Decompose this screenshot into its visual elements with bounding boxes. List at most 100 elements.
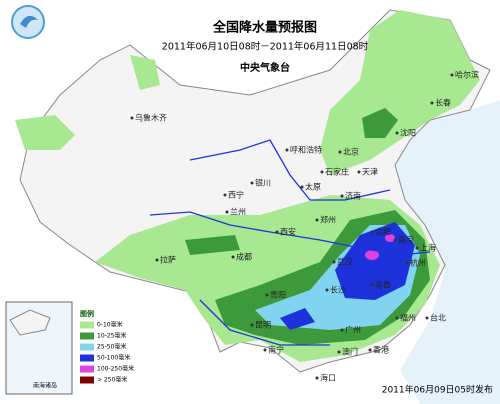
city-dot [415,246,419,250]
legend-swatch [80,321,94,329]
legend-swatch [80,343,94,351]
city-label: 贵阳 [270,290,286,300]
city-label: 天津 [362,167,378,177]
city-dot [300,185,304,189]
rain-area [362,108,398,138]
city-dot [368,348,372,352]
rain-area [185,235,240,255]
city-dot [395,131,399,135]
city-dot [250,181,254,185]
city-label: 长沙 [330,285,346,295]
city-label: 济南 [345,191,361,201]
city-dot [250,323,254,327]
legend-swatch [80,365,94,373]
city-dot [130,116,134,120]
inset-land [9,309,51,336]
city-label: 武汉 [337,257,353,267]
city-label: 银川 [255,178,271,188]
city-label: 台北 [430,313,446,323]
logo [11,5,45,39]
city-dot [337,350,341,354]
city-label: 石家庄 [325,167,349,177]
legend-swatch [80,332,94,340]
city-label: 广州 [345,325,361,335]
legend-label: > 250毫米 [97,376,127,384]
city-label: 西安 [280,227,296,237]
city-dot [225,210,229,214]
city-dot [320,170,324,174]
city-dot [332,260,336,264]
city-dot [231,255,235,259]
city-dot [393,238,397,242]
city-dot [315,376,319,380]
city-dot [405,261,409,265]
period: 2011年06月10日08时－2011年06月11日08时 [162,41,369,53]
city-label: 海口 [320,373,336,383]
legend-label: 0-10毫米 [97,321,123,329]
city-dot [370,230,374,234]
city-label: 呼和浩特 [290,145,322,155]
city-dot [340,328,344,332]
city-label: 乌鲁木齐 [135,113,167,123]
city-label: 长春 [435,98,451,108]
city-label: 郑州 [320,215,336,225]
city-label: 兰州 [230,207,246,217]
inset: 南海诸岛 [5,301,73,395]
rain-area [15,115,75,150]
issue-time: 2011年06月09日05时发布 [382,384,493,396]
city-dot [325,288,329,292]
city-label: 杭州 [410,258,426,268]
city-dot [223,193,227,197]
city-label: 南昌 [375,280,391,290]
city-label: 成都 [236,252,252,262]
rain-area [280,308,315,330]
city-dot [340,194,344,198]
river [199,299,330,346]
city-dot [430,101,434,105]
city-dot [425,316,429,320]
legend-swatch [80,354,94,362]
city-dot [395,316,399,320]
city-dot [315,218,319,222]
city-dot [370,283,374,287]
city-label: 拉萨 [160,255,176,265]
river [189,139,391,201]
rain-area [365,250,379,260]
rain-area [320,10,480,175]
legend-label: 25-50毫米 [97,343,126,351]
river [149,211,431,256]
rain-area [385,234,395,242]
city-label: 西宁 [228,190,244,200]
city-dot [265,293,269,297]
city-label: 太原 [305,182,321,192]
city-dot [275,230,279,234]
city-label: 香港 [373,345,389,355]
city-dot [450,73,454,77]
city-dot [155,258,159,262]
city-label: 沈阳 [400,128,416,138]
sea [380,100,500,404]
legend-label: 100-250毫米 [97,365,134,373]
logo-mark [20,15,38,28]
city-dot [357,170,361,174]
city-label: 南京 [398,235,414,245]
city-dot [338,150,342,154]
legend: 图例 0-10毫米 10-25毫米 25-50毫米 50-100毫米 100-250毫米… [80,309,134,384]
legend-title: 图例 [80,309,94,318]
city-dot [263,348,267,352]
city-label: 上海 [420,243,436,253]
legend-swatch [80,376,94,384]
legend-label: 50-100毫米 [97,354,130,362]
city-label: 昆明 [255,321,271,330]
city-label: 福州 [400,314,416,323]
city-label: 南宁 [268,345,284,355]
inset-label: 南海诸岛 [33,382,57,390]
map-title: 全国降水量预报图 [212,20,317,36]
issuer: 中央气象台 [240,61,290,74]
city-label: 合肥 [375,227,391,237]
rain-area [130,55,160,90]
city-label: 北京 [343,147,359,157]
city-label: 澳门 [342,347,358,357]
rivers [149,139,431,346]
